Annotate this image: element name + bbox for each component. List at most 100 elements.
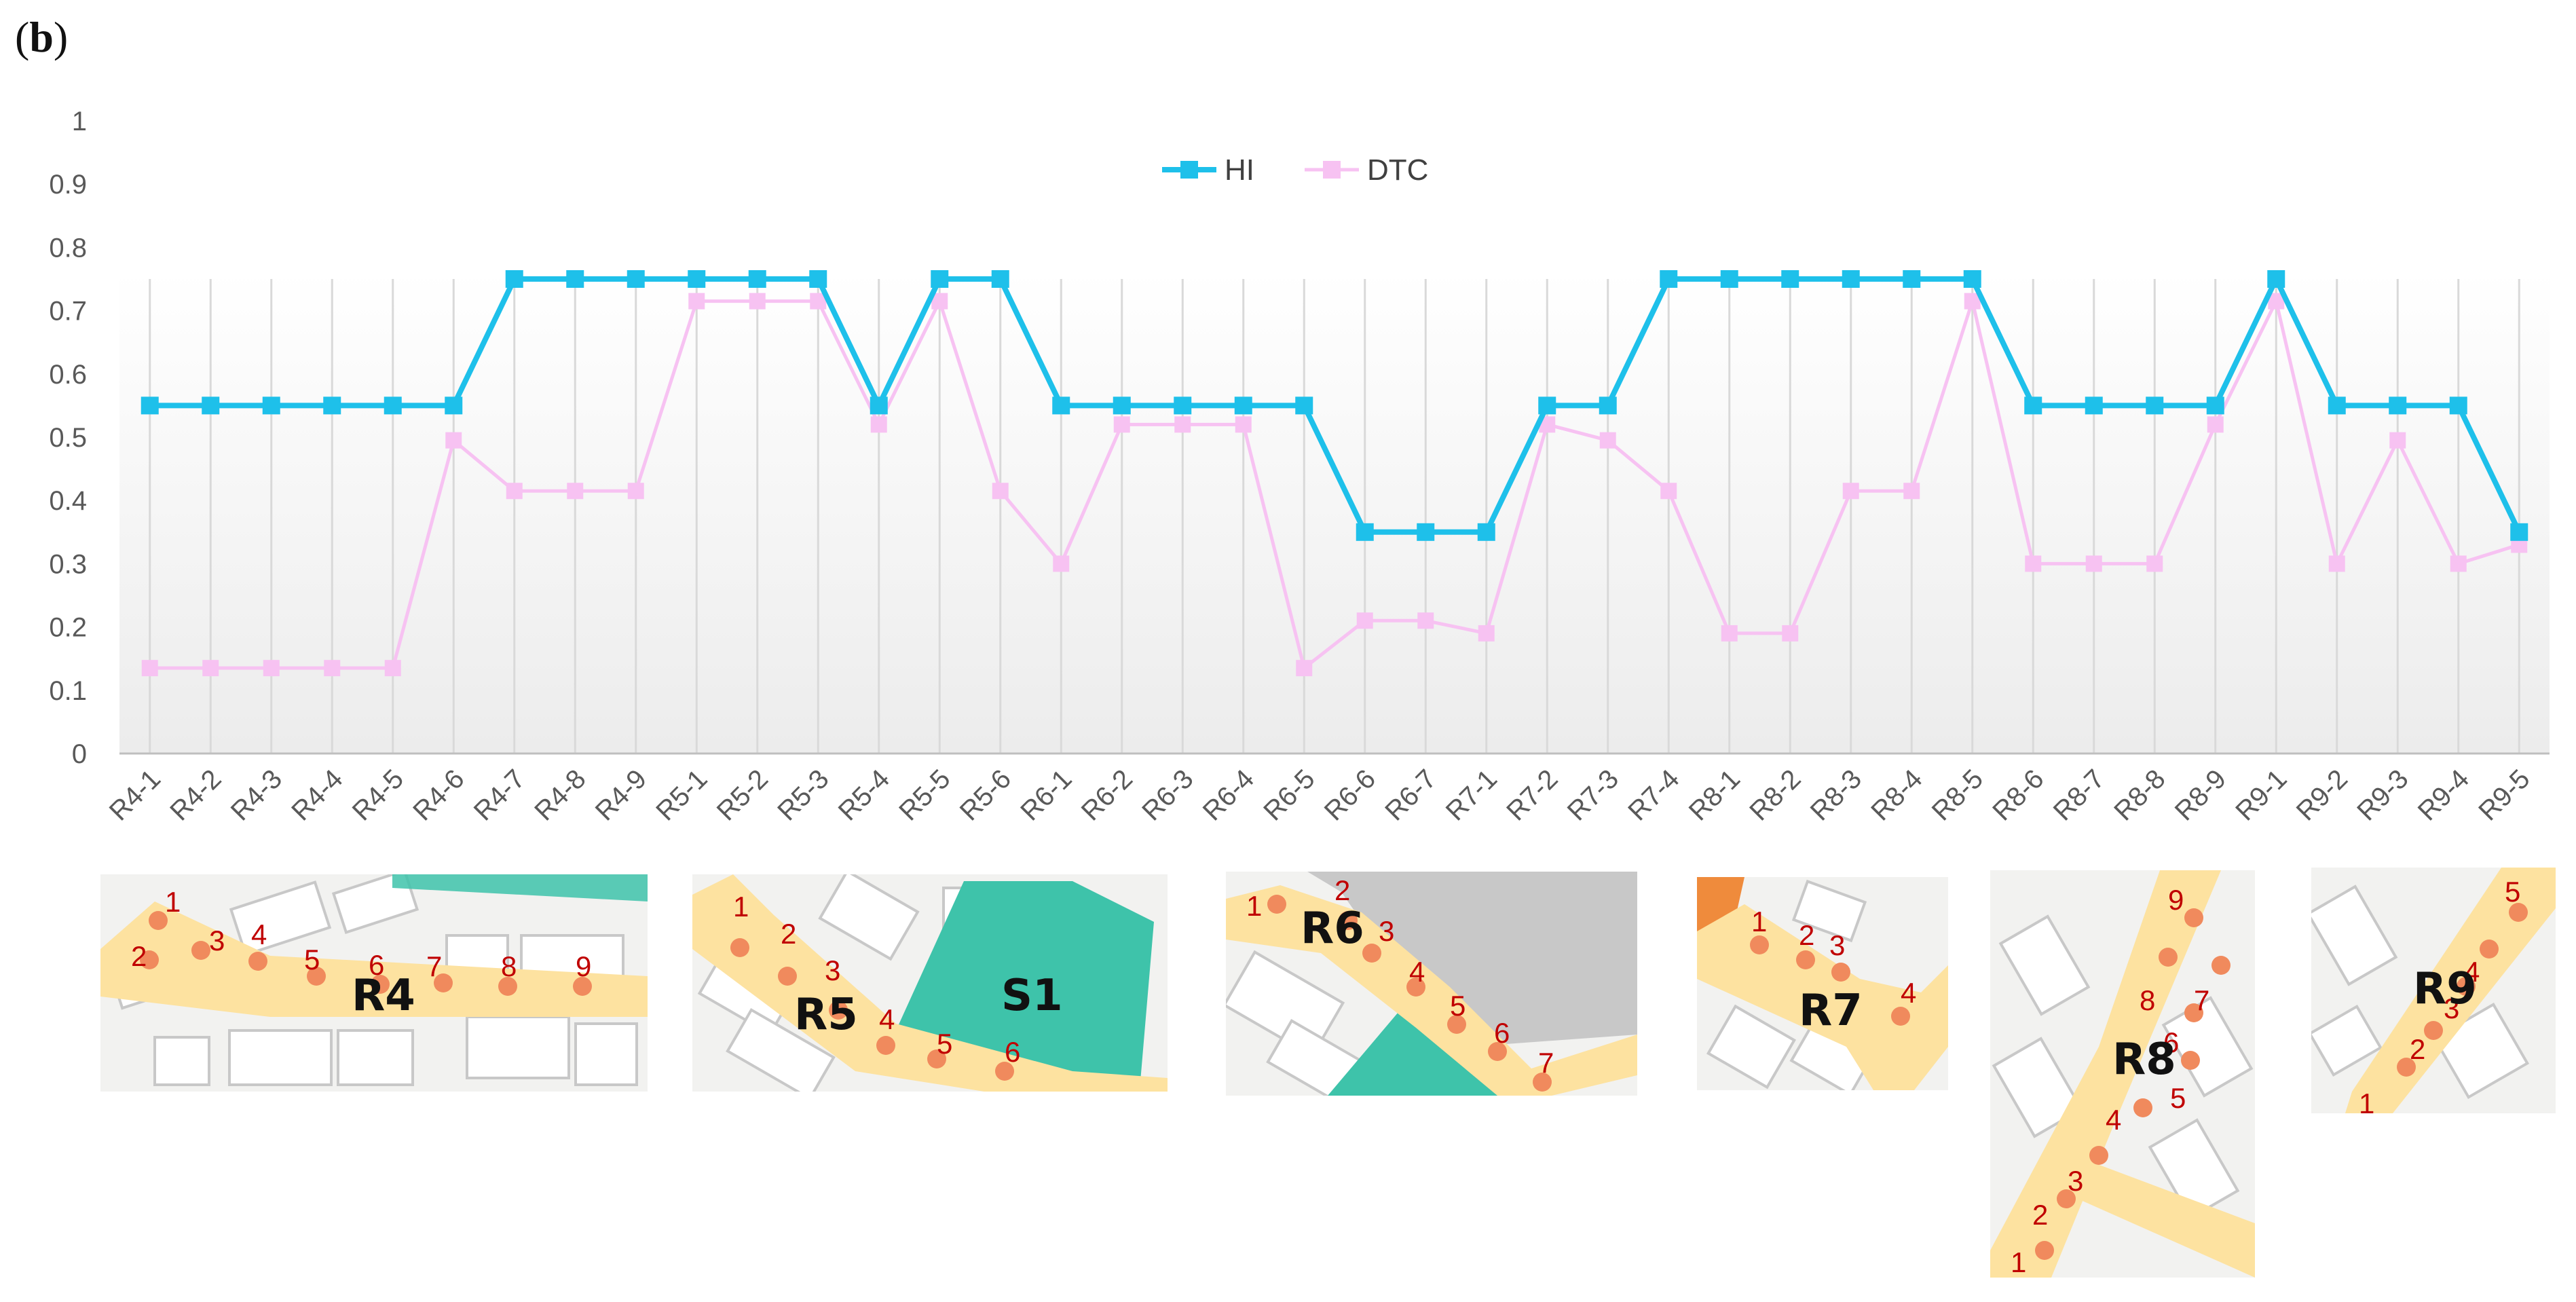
point-hi-R4-4 — [323, 396, 341, 415]
point-dtc-R4-4 — [324, 660, 341, 677]
panel-letter: (b) — [15, 13, 69, 61]
point-hi-R8-4 — [1903, 270, 1921, 288]
point-dtc-R8-9 — [2207, 416, 2224, 433]
y-tick-label: 0.8 — [49, 233, 87, 263]
point-dtc-R9-4 — [2450, 555, 2467, 572]
point-hi-R4-9 — [627, 270, 645, 288]
map-point-number: 6 — [1005, 1036, 1020, 1068]
map-point-number: 5 — [2505, 876, 2520, 908]
x-tick-label: R4-3 — [225, 764, 288, 826]
plot-background — [119, 272, 2550, 754]
x-tick-label: R4-8 — [529, 764, 591, 826]
point-dtc-R6-2 — [1113, 416, 1130, 433]
point-hi-R4-6 — [445, 396, 463, 415]
point-hi-R8-7 — [2085, 396, 2103, 415]
map-point-number: 5 — [2170, 1082, 2186, 1114]
point-hi-R4-3 — [262, 396, 280, 415]
series-line-dtc — [149, 299, 2520, 670]
x-tick-label: R5-2 — [711, 764, 774, 826]
point-hi-R6-6 — [1356, 523, 1374, 541]
map-point-number: 2 — [2032, 1199, 2048, 1231]
point-hi-R4-2 — [202, 396, 220, 415]
point-hi-R5-3 — [809, 270, 827, 288]
point-hi-R9-3 — [2389, 396, 2407, 415]
point-hi-R8-2 — [1781, 270, 1799, 288]
x-tick-label: R6-1 — [1015, 764, 1077, 826]
point-hi-R5-2 — [748, 270, 766, 288]
map-label-r5: R5 — [794, 990, 858, 1040]
point-hi-R6-5 — [1295, 396, 1313, 415]
y-axis-ticks: 0 0.1 0.2 0.3 0.4 0.5 0.6 0.7 0.8 0.9 1 — [49, 107, 87, 769]
map-point-number: 2 — [781, 918, 796, 950]
legend-marker-dtc — [1323, 161, 1341, 179]
x-tick-label: R8-8 — [2108, 764, 2171, 826]
x-tick-label: R9-1 — [2230, 764, 2292, 826]
y-tick-label: 0 — [72, 739, 87, 769]
x-tick-label: R6-2 — [1076, 764, 1138, 826]
y-tick-label: 0.6 — [49, 360, 87, 390]
point-dtc-R9-2 — [2328, 555, 2345, 572]
x-axis-ticks: R4-1R4-2R4-3R4-4R4-5R4-6R4-7R4-8R4-9R5-1… — [104, 764, 2536, 826]
map-point-number: 3 — [2444, 992, 2459, 1024]
x-tick-label: R8-7 — [2048, 764, 2110, 826]
point-dtc-R6-1 — [1053, 555, 1070, 572]
point-dtc-R6-6 — [1356, 612, 1373, 629]
y-tick-label: 0.5 — [49, 423, 87, 453]
series-hi — [141, 270, 2528, 541]
point-hi-R5-1 — [688, 270, 706, 288]
x-tick-label: R6-6 — [1319, 764, 1381, 826]
x-tick-label: R5-6 — [954, 764, 1017, 826]
map-point-number: 4 — [2464, 956, 2480, 988]
point-hi-R9-4 — [2449, 396, 2467, 415]
map-point-number: 9 — [2168, 884, 2184, 916]
point-dtc-R5-4 — [870, 416, 887, 433]
map-point-number: 6 — [369, 949, 384, 981]
x-tick-label: R9-5 — [2473, 764, 2535, 826]
point-hi-R6-1 — [1052, 396, 1070, 415]
map-point-number: 1 — [2359, 1087, 2374, 1113]
x-tick-label: R9-3 — [2351, 764, 2414, 826]
map-point-number: 1 — [2011, 1246, 2026, 1278]
map-point-number: 1 — [165, 886, 181, 918]
x-tick-label: R4-2 — [164, 764, 227, 826]
map-label-s1: S1 — [1001, 971, 1063, 1021]
x-tick-label: R5-1 — [650, 764, 713, 826]
point-hi-R5-4 — [870, 396, 888, 415]
point-dtc-R5-6 — [992, 483, 1009, 500]
point-hi-R8-5 — [1963, 270, 1981, 288]
map-point-number: 4 — [879, 1003, 895, 1035]
x-tick-label: R6-3 — [1136, 764, 1199, 826]
point-dtc-R4-6 — [445, 432, 462, 449]
x-tick-label: R7-4 — [1622, 764, 1685, 826]
point-hi-R7-2 — [1538, 396, 1556, 415]
point-dtc-R7-4 — [1660, 483, 1677, 500]
x-tick-label: R6-7 — [1379, 764, 1442, 826]
series-dtc — [141, 293, 2528, 677]
x-tick-label: R9-4 — [2412, 764, 2475, 826]
map-label-r8: R8 — [2112, 1035, 2176, 1085]
point-hi-R8-1 — [1720, 270, 1738, 288]
y-tick-label: 1 — [72, 107, 87, 136]
point-dtc-R7-3 — [1599, 432, 1616, 449]
map-label-r7: R7 — [1799, 986, 1863, 1036]
map-point-number: 4 — [2106, 1104, 2121, 1136]
x-tick-label: R8-4 — [1865, 764, 1928, 826]
x-tick-label: R8-9 — [2169, 764, 2232, 826]
point-dtc-R9-3 — [2389, 432, 2406, 449]
point-dtc-R4-3 — [263, 660, 280, 677]
x-tick-label: R7-2 — [1501, 764, 1563, 826]
point-hi-R9-1 — [2267, 270, 2285, 288]
x-tick-label: R4-7 — [468, 764, 531, 826]
point-hi-R4-1 — [141, 396, 159, 415]
x-tick-label: R8-3 — [1805, 764, 1867, 826]
point-hi-R4-7 — [505, 270, 523, 288]
map-point-number: 2 — [1799, 919, 1814, 951]
point-dtc-R8-6 — [2025, 555, 2042, 572]
map-label-r6: R6 — [1301, 904, 1364, 954]
point-hi-R5-6 — [991, 270, 1009, 288]
x-tick-label: R8-5 — [1926, 764, 1989, 826]
point-hi-R8-9 — [2206, 396, 2224, 415]
